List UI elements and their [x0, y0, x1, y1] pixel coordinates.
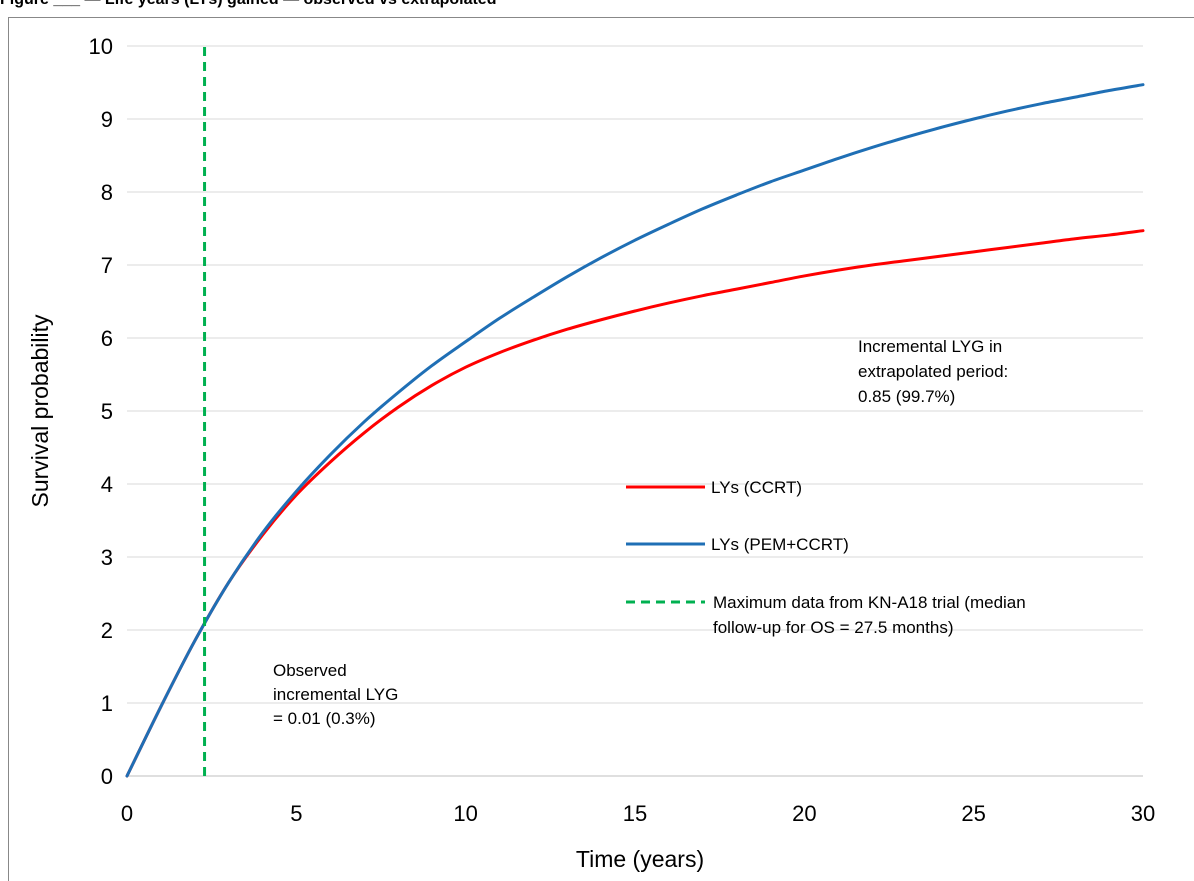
y-tick-label: 5	[101, 399, 113, 424]
figure-caption: Figure ___ — Life years (LYs) gained — o…	[0, 0, 496, 12]
y-tick-label: 6	[101, 326, 113, 351]
figure-frame	[8, 17, 1194, 881]
y-tick-label: 4	[101, 472, 113, 497]
y-tick-label: 2	[101, 618, 113, 643]
series-line-pem-ccrt	[125, 83, 1145, 778]
y-tick-labels: 0 1 2 3 4 5 6 7 8 9 10	[89, 34, 113, 789]
series-line-ccrt	[125, 229, 1145, 778]
annotation-extrapolated: Incremental LYG in extrapolated period: …	[858, 337, 1008, 406]
y-tick-label: 10	[89, 34, 113, 59]
y-axis-title: Survival probability	[27, 314, 53, 508]
x-tick-label: 30	[1131, 801, 1155, 826]
annotation-extrapolated-line-1: Incremental LYG in	[858, 337, 1002, 356]
legend-label-pem-ccrt: LYs (PEM+CCRT)	[711, 535, 849, 554]
gridlines	[127, 45, 1143, 777]
x-tick-label: 15	[623, 801, 647, 826]
y-tick-label: 9	[101, 107, 113, 132]
y-tick-label: 0	[101, 764, 113, 789]
plot-area	[125, 46, 1145, 778]
x-tick-label: 25	[961, 801, 985, 826]
legend: LYs (CCRT) LYs (PEM+CCRT) Maximum data f…	[626, 478, 1026, 637]
x-axis-title: Time (years)	[576, 846, 704, 872]
x-tick-label: 20	[792, 801, 816, 826]
legend-label-max-data-line-1: Maximum data from KN-A18 trial (median	[713, 593, 1026, 612]
annotation-observed-line-2: incremental LYG	[273, 685, 398, 704]
legend-label-ccrt: LYs (CCRT)	[711, 478, 802, 497]
legend-label-max-data-line-2: follow-up for OS = 27.5 months)	[713, 618, 953, 637]
x-tick-label: 10	[453, 801, 477, 826]
x-tick-label: 5	[290, 801, 302, 826]
annotation-extrapolated-line-3: 0.85 (99.7%)	[858, 387, 955, 406]
y-tick-label: 8	[101, 180, 113, 205]
x-tick-labels: 0 5 10 15 20 25 30	[121, 801, 1155, 826]
x-tick-label: 0	[121, 801, 133, 826]
y-tick-label: 1	[101, 691, 113, 716]
annotation-observed: Observed incremental LYG = 0.01 (0.3%)	[273, 661, 398, 728]
annotation-observed-line-1: Observed	[273, 661, 347, 680]
y-tick-label: 7	[101, 253, 113, 278]
y-tick-label: 3	[101, 545, 113, 570]
annotation-observed-line-3: = 0.01 (0.3%)	[273, 709, 376, 728]
annotation-extrapolated-line-2: extrapolated period:	[858, 362, 1008, 381]
